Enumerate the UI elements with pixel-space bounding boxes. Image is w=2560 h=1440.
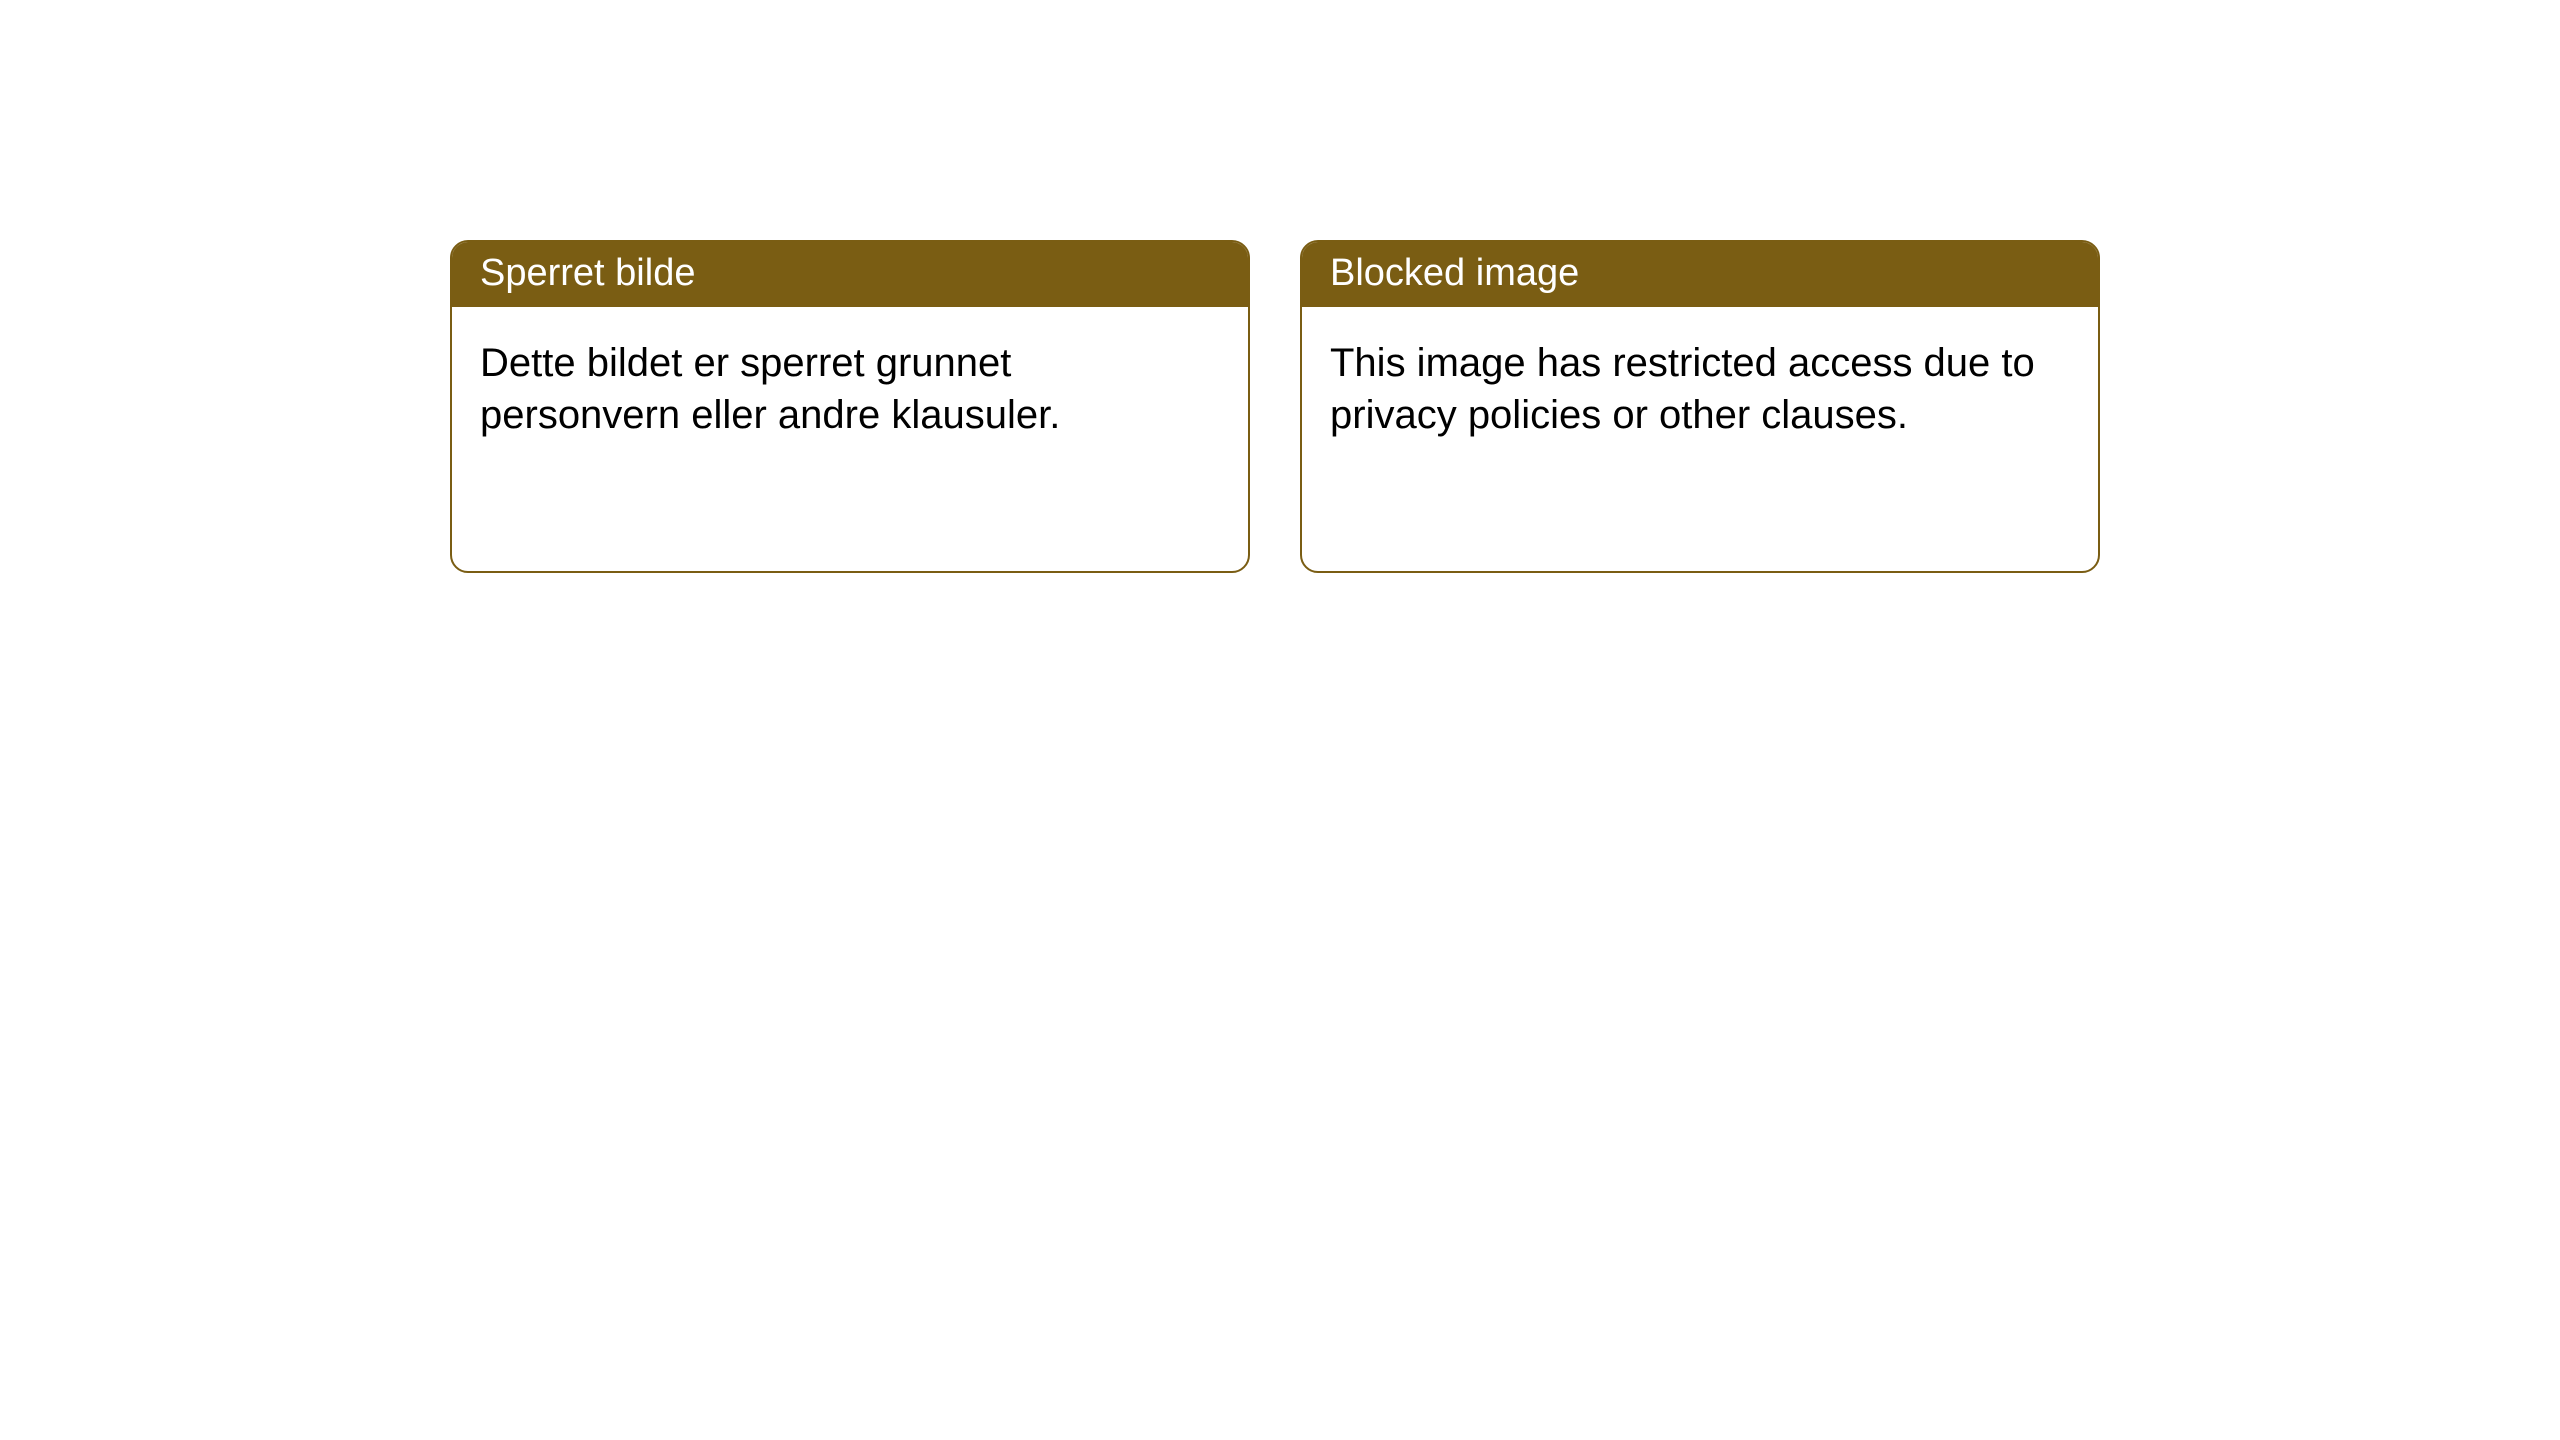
notice-body-text: This image has restricted access due to … [1330, 341, 2035, 437]
notice-card-english: Blocked image This image has restricted … [1300, 240, 2100, 573]
notice-header: Sperret bilde [452, 242, 1248, 307]
notice-body-text: Dette bildet er sperret grunnet personve… [480, 341, 1060, 437]
notice-container: Sperret bilde Dette bildet er sperret gr… [0, 0, 2560, 573]
notice-title: Sperret bilde [480, 252, 695, 294]
notice-body: This image has restricted access due to … [1302, 307, 2098, 471]
notice-body: Dette bildet er sperret grunnet personve… [452, 307, 1248, 471]
notice-card-norwegian: Sperret bilde Dette bildet er sperret gr… [450, 240, 1250, 573]
notice-title: Blocked image [1330, 252, 1579, 294]
notice-header: Blocked image [1302, 242, 2098, 307]
